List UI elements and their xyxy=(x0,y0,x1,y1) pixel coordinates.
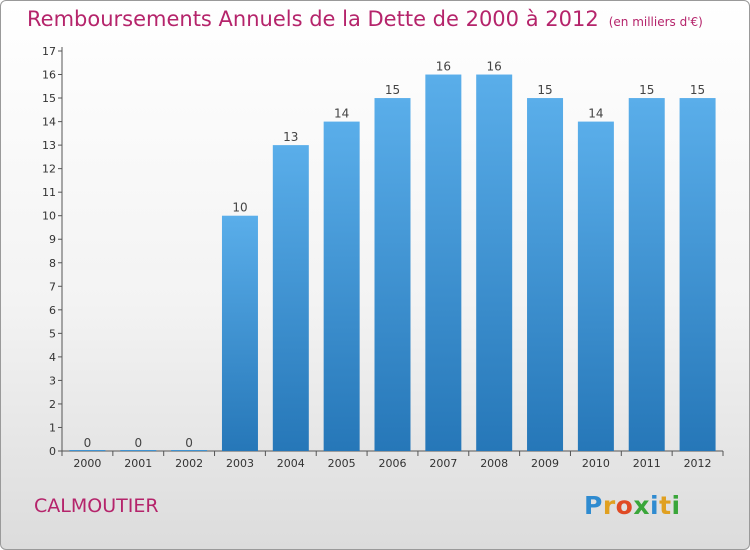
y-tick-label: 14 xyxy=(42,116,56,129)
bars: 0 0 0 10 13 14 15 16 16 15 14 15 15 xyxy=(69,60,716,452)
bar xyxy=(628,98,665,451)
x-tick-label: 2005 xyxy=(328,457,356,470)
y-tick-label: 17 xyxy=(42,45,56,58)
chart-title-text: Remboursements Annuels de la Dette de 20… xyxy=(27,7,599,31)
data-label: 16 xyxy=(436,60,451,74)
x-tick-label: 2004 xyxy=(277,457,305,470)
data-label: 13 xyxy=(283,130,298,144)
y-tick-label: 16 xyxy=(42,69,56,82)
y-tick-label: 13 xyxy=(42,139,56,152)
y-tick-label: 6 xyxy=(49,304,56,317)
x-tick-label: 2010 xyxy=(582,457,610,470)
y-tick-label: 3 xyxy=(49,374,56,387)
y-tick-label: 9 xyxy=(49,233,56,246)
bar xyxy=(272,145,309,451)
x-tick-label: 2006 xyxy=(379,457,407,470)
bar xyxy=(69,450,106,451)
bar xyxy=(476,74,513,451)
bar xyxy=(323,121,360,452)
chart-unit: (en milliers d'€) xyxy=(608,15,703,29)
proxiti-logo: Proxiti xyxy=(584,491,681,520)
data-label: 10 xyxy=(232,201,247,215)
x-tick-label: 2007 xyxy=(429,457,457,470)
y-tick-label: 5 xyxy=(49,327,56,340)
bar xyxy=(374,98,411,451)
bar xyxy=(120,450,157,451)
bar xyxy=(679,98,716,451)
logo-letter: o xyxy=(615,491,634,520)
data-label: 0 xyxy=(185,436,193,450)
data-label: 15 xyxy=(385,83,400,97)
y-tick-label: 1 xyxy=(49,421,56,434)
logo-letter: P xyxy=(584,491,603,520)
x-tick-label: 2012 xyxy=(684,457,712,470)
y-tick-label: 15 xyxy=(42,92,56,105)
logo-letter: r xyxy=(602,491,616,520)
x-tick-label: 2008 xyxy=(480,457,508,470)
logo-letter: i xyxy=(671,491,681,520)
logo-letter: x xyxy=(633,491,650,520)
logo-letter: i xyxy=(650,491,660,520)
y-tick-label: 7 xyxy=(49,280,56,293)
x-tick-label: 2003 xyxy=(226,457,254,470)
data-label: 15 xyxy=(690,83,705,97)
data-label: 15 xyxy=(639,83,654,97)
data-label: 16 xyxy=(487,60,502,74)
bar xyxy=(577,121,614,452)
data-label: 14 xyxy=(334,107,349,121)
bar xyxy=(527,98,564,451)
bar xyxy=(425,74,462,451)
x-tick-label: 2001 xyxy=(124,457,152,470)
data-label: 0 xyxy=(84,436,92,450)
bar xyxy=(221,215,258,451)
y-tick-label: 10 xyxy=(42,210,56,223)
logo-letter: t xyxy=(659,491,672,520)
y-tick-label: 4 xyxy=(49,351,56,364)
y-tick-label: 11 xyxy=(42,186,56,199)
y-tick-label: 0 xyxy=(49,445,56,458)
y-tick-label: 2 xyxy=(49,398,56,411)
data-label: 0 xyxy=(134,436,142,450)
x-tick-label: 2011 xyxy=(633,457,661,470)
x-tick-label: 2002 xyxy=(175,457,203,470)
city-name: CALMOUTIER xyxy=(34,495,159,517)
bar xyxy=(171,450,208,451)
x-tick-label: 2009 xyxy=(531,457,559,470)
y-tick-label: 8 xyxy=(49,257,56,270)
y-tick-label: 12 xyxy=(42,163,56,176)
data-label: 14 xyxy=(588,107,603,121)
x-tick-label: 2000 xyxy=(73,457,101,470)
data-label: 15 xyxy=(537,83,552,97)
chart-title: Remboursements Annuels de la Dette de 20… xyxy=(27,7,703,31)
